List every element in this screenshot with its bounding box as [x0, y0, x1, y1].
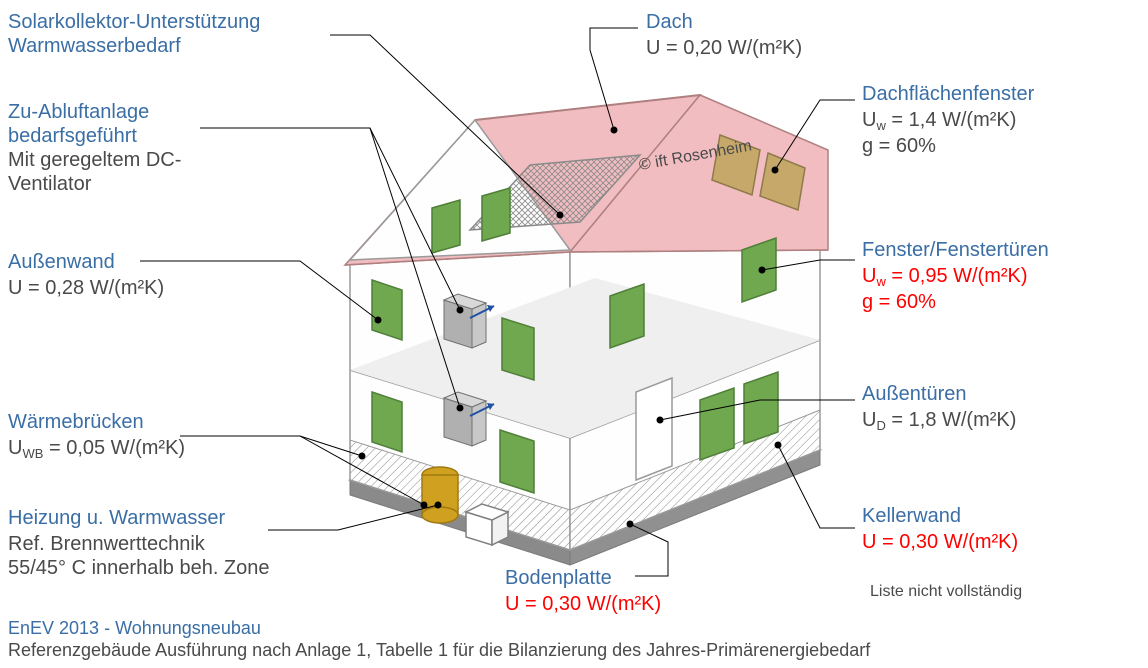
- footer-line2: Referenzgebäude Ausführung nach Anlage 1…: [8, 640, 871, 660]
- label-solar-title: Solarkollektor-Unterstützung: [8, 11, 260, 33]
- label-vent-l3: Mit geregeltem DC-: [8, 149, 181, 171]
- label-cellar-title: Kellerwand: [862, 505, 961, 527]
- label-sky-g: g = 60%: [862, 135, 936, 157]
- label-heat-title: Heizung u. Warmwasser: [8, 507, 225, 529]
- label-wall-val: U = 0,28 W/(m²K): [8, 277, 164, 299]
- label-roof-val: U = 0,20 W/(m²K): [646, 37, 802, 59]
- label-heat-l2: Ref. Brennwerttechnik: [8, 533, 206, 555]
- house-illustration: © ift Rosenheim: [345, 95, 828, 565]
- label-roof-title: Dach: [646, 11, 693, 33]
- label-vent-l2: bedarfsgeführt: [8, 125, 137, 147]
- label-floor-val: U = 0,30 W/(m²K): [505, 593, 661, 615]
- label-note: Liste nicht vollständig: [870, 583, 1022, 600]
- label-win-val: Uw = 0,95 W/(m²K): [862, 265, 1028, 289]
- label-wall-title: Außenwand: [8, 251, 115, 273]
- label-door-val: UD = 1,8 W/(m²K): [862, 409, 1016, 433]
- label-sky-val: Uw = 1,4 W/(m²K): [862, 109, 1016, 133]
- label-win-g: g = 60%: [862, 291, 936, 313]
- label-vent-title: Zu-Abluftanlage: [8, 101, 149, 123]
- label-vent-l4: Ventilator: [8, 173, 92, 195]
- label-door-title: Außentüren: [862, 383, 967, 405]
- label-win-title: Fenster/Fenstertüren: [862, 239, 1049, 261]
- label-floor-title: Bodenplatte: [505, 567, 612, 589]
- label-bridge-val: UWB = 0,05 W/(m²K): [8, 437, 185, 461]
- label-sky-title: Dachflächenfenster: [862, 83, 1035, 105]
- diagram-canvas: © ift Rosenheim Solarkollektor-Unterstüt…: [0, 0, 1148, 668]
- label-cellar-val: U = 0,30 W/(m²K): [862, 531, 1018, 553]
- label-bridge-title: Wärmebrücken: [8, 411, 144, 433]
- label-solar-l2: Warmwasserbedarf: [8, 35, 181, 57]
- exterior-door: [636, 378, 672, 480]
- footer-line1: EnEV 2013 - Wohnungsneubau: [8, 618, 261, 638]
- label-heat-l3: 55/45° C innerhalb beh. Zone: [8, 557, 270, 579]
